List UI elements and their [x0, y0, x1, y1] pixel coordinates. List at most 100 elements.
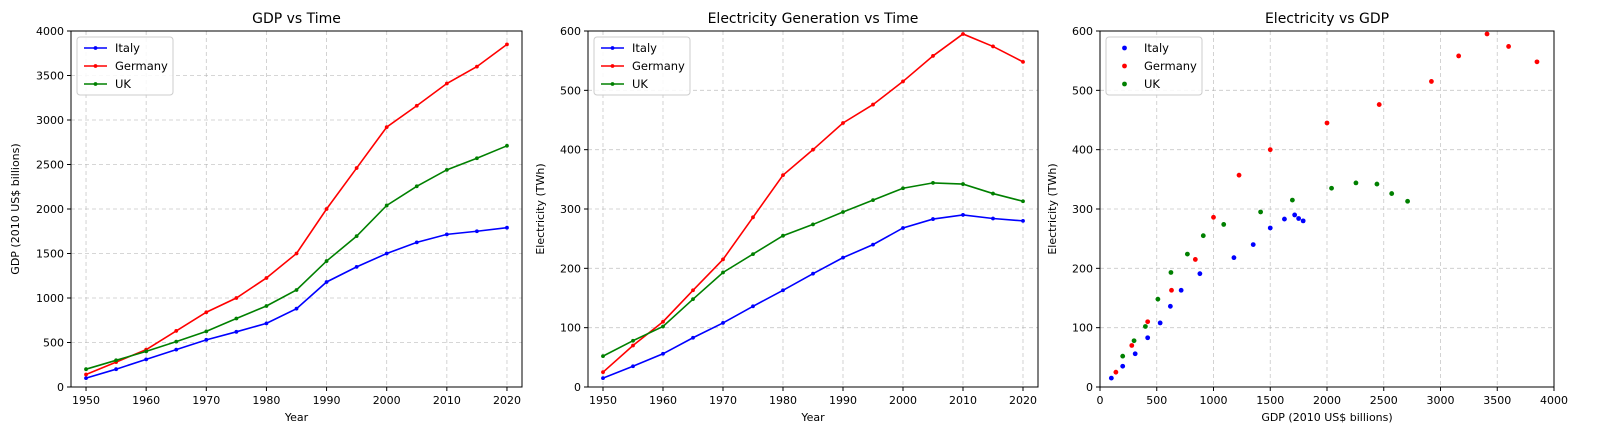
series-line-uk — [85, 145, 508, 370]
chart-title: Electricity Generation vs Time — [708, 11, 919, 27]
scatter-point-germany — [1506, 44, 1511, 49]
y-tick-label: 500 — [560, 84, 581, 97]
data-point-italy — [961, 213, 965, 217]
data-point-italy — [901, 226, 905, 230]
data-point-uk — [991, 191, 995, 196]
x-tick-label: 1970 — [709, 394, 737, 407]
scatter-point-italy — [1132, 351, 1138, 357]
y-tick-label: 400 — [1072, 144, 1093, 157]
y-tick-label: 500 — [43, 337, 64, 350]
data-point-uk — [601, 354, 605, 359]
y-tick-label: 100 — [1072, 322, 1093, 335]
data-point-italy — [294, 306, 299, 311]
y-tick-label: 4000 — [36, 25, 64, 38]
x-tick-label: 1980 — [252, 394, 280, 407]
data-point-germany — [324, 207, 329, 211]
data-point-uk — [961, 182, 965, 186]
data-point-uk — [174, 339, 179, 344]
data-point-uk — [841, 210, 845, 214]
y-tick-label: 2000 — [36, 203, 64, 216]
data-point-italy — [781, 288, 785, 293]
scatter-point-uk — [1221, 222, 1227, 227]
scatter-point-germany — [1129, 343, 1135, 348]
legend-marker — [1122, 63, 1127, 69]
chart-title: GDP vs Time — [252, 11, 341, 27]
legend-marker — [93, 46, 98, 50]
legend-label: Germany — [1144, 59, 1197, 73]
y-tick-label: 1500 — [36, 248, 64, 261]
legend: Italy Germany UK — [593, 36, 691, 96]
y-tick-label: 500 — [1072, 84, 1093, 97]
data-point-germany — [354, 166, 359, 170]
data-point-italy — [751, 304, 755, 309]
legend-box — [76, 36, 174, 96]
legend-label: Italy — [1144, 41, 1169, 55]
data-point-uk — [114, 358, 118, 363]
data-point-uk — [931, 180, 935, 185]
data-point-uk — [324, 259, 329, 263]
scatter-point-uk — [1131, 338, 1137, 344]
scatter-point-germany — [1324, 120, 1330, 126]
data-point-italy — [144, 357, 149, 362]
data-point-uk — [84, 367, 88, 372]
scatter-point-germany — [1113, 369, 1119, 375]
legend-label: Italy — [115, 41, 140, 55]
data-point-uk — [444, 167, 449, 172]
data-point-uk — [721, 270, 725, 275]
data-point-uk — [871, 198, 875, 203]
electricity-vs-gdp-chart: 0 500 1000 1500 2000 2500 3000 3500 4000 0 100 200 3… — [1046, 11, 1568, 424]
data-point-italy — [1021, 218, 1025, 223]
x-tick-label: 2000 — [1313, 394, 1341, 407]
y-tick-label: 600 — [1072, 25, 1093, 38]
scatter-point-italy — [1197, 271, 1203, 277]
scatter-point-uk — [1155, 296, 1161, 302]
legend-label: UK — [115, 77, 131, 91]
data-point-germany — [661, 319, 665, 324]
data-point-uk — [505, 143, 509, 148]
scatter-point-germany — [1484, 31, 1490, 37]
data-point-germany — [414, 103, 419, 108]
legend-label: Germany — [632, 59, 685, 73]
data-point-germany — [475, 64, 479, 69]
scatter-point-italy — [1108, 375, 1114, 381]
data-point-germany — [384, 125, 389, 130]
data-point-germany — [811, 147, 815, 152]
data-point-italy — [691, 335, 695, 340]
scatter-point-italy — [1267, 225, 1273, 231]
y-tick-label: 300 — [1072, 203, 1093, 216]
data-point-italy — [114, 367, 118, 372]
data-point-italy — [991, 216, 995, 221]
scatter-point-italy — [1282, 216, 1287, 222]
legend: Italy Germany UK — [1105, 36, 1203, 96]
data-point-italy — [475, 229, 479, 234]
scatter-point-italy — [1178, 287, 1184, 293]
x-tick-label: 2010 — [433, 394, 461, 407]
data-point-germany — [1021, 59, 1025, 64]
data-point-italy — [871, 242, 875, 247]
y-tick-label: 3500 — [36, 70, 64, 83]
data-point-germany — [751, 215, 755, 220]
legend-marker — [93, 82, 98, 86]
x-tick-label: 2020 — [1009, 394, 1037, 407]
scatter-point-uk — [1168, 270, 1174, 275]
chart-title: Electricity vs GDP — [1265, 11, 1389, 27]
scatter-point-uk — [1120, 353, 1126, 359]
x-tick-label: 2000 — [889, 394, 917, 407]
scatter-point-germany — [1534, 59, 1540, 65]
legend-marker — [1122, 45, 1127, 51]
data-point-italy — [505, 225, 509, 230]
data-point-germany — [234, 296, 239, 300]
scatter-point-uk — [1329, 185, 1334, 191]
data-point-uk — [384, 203, 389, 208]
data-point-uk — [781, 233, 785, 238]
scatter-point-italy — [1120, 363, 1126, 369]
scatter-point-germany — [1211, 214, 1216, 220]
data-point-uk — [631, 338, 635, 343]
data-point-germany — [781, 173, 785, 178]
y-tick-label: 600 — [560, 25, 581, 38]
data-point-germany — [204, 310, 209, 315]
data-point-germany — [901, 79, 905, 84]
y-tick-label: 200 — [1072, 262, 1093, 275]
scatter-point-italy — [1292, 212, 1298, 218]
scatter-point-italy — [1157, 320, 1163, 326]
